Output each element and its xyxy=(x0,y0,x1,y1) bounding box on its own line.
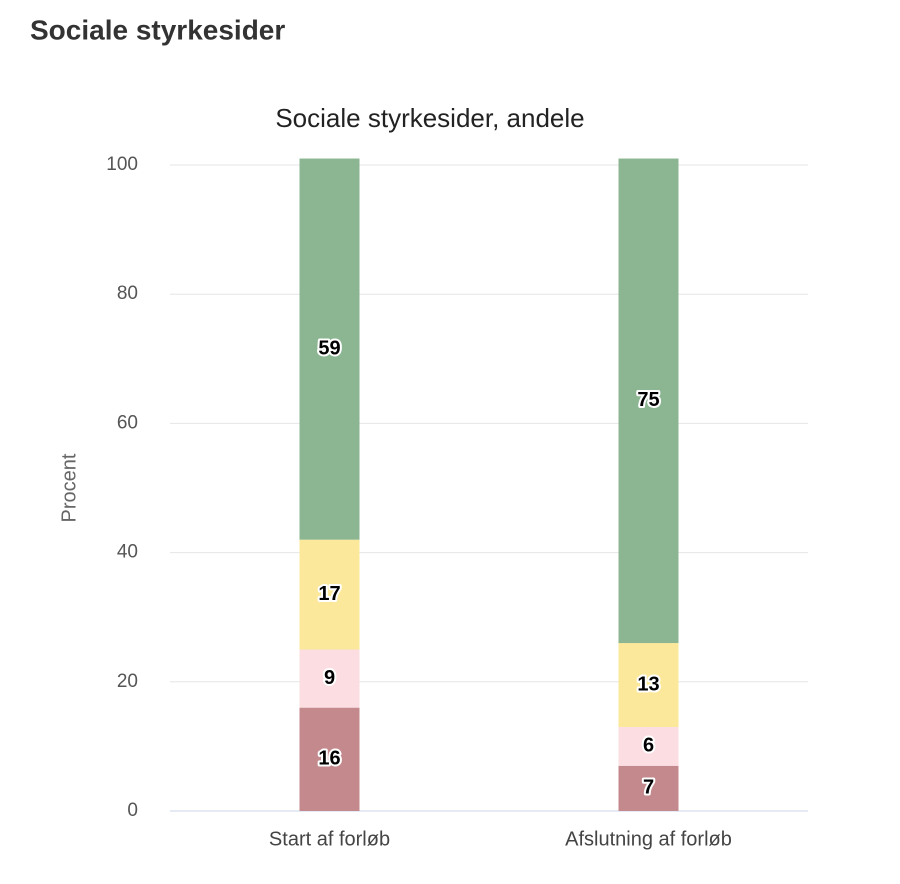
x-tick-label: Start af forløb xyxy=(269,828,390,850)
data-label: 17 xyxy=(318,583,340,605)
bar-segment xyxy=(299,539,360,650)
y-tick-label: 80 xyxy=(117,283,138,304)
data-label: 6 xyxy=(643,735,654,757)
bar-segment xyxy=(299,649,360,708)
data-label: 75 xyxy=(637,389,659,411)
x-tick-label: Afslutning af forløb xyxy=(565,828,732,850)
data-label: 7 xyxy=(643,777,654,799)
data-label: 59 xyxy=(318,337,340,359)
bar-segment xyxy=(618,727,679,766)
y-tick-label: 0 xyxy=(127,800,138,821)
y-tick-label: 100 xyxy=(106,154,138,175)
bar-segment xyxy=(299,158,360,540)
y-tick-label: 40 xyxy=(117,542,138,563)
y-tick-label: 60 xyxy=(117,412,138,433)
bar-segment xyxy=(618,158,679,644)
chart-title: Sociale styrkesider, andele xyxy=(275,103,584,133)
page-title: Sociale styrkesider xyxy=(30,14,285,45)
y-axis-label: Procent xyxy=(58,453,80,522)
data-label: 9 xyxy=(324,667,335,689)
y-tick-label: 20 xyxy=(117,671,138,692)
data-label: 16 xyxy=(318,748,340,770)
data-label: 13 xyxy=(637,673,659,695)
bar-segment xyxy=(299,707,360,811)
bar-segment xyxy=(618,765,679,811)
bar-segment xyxy=(618,643,679,728)
